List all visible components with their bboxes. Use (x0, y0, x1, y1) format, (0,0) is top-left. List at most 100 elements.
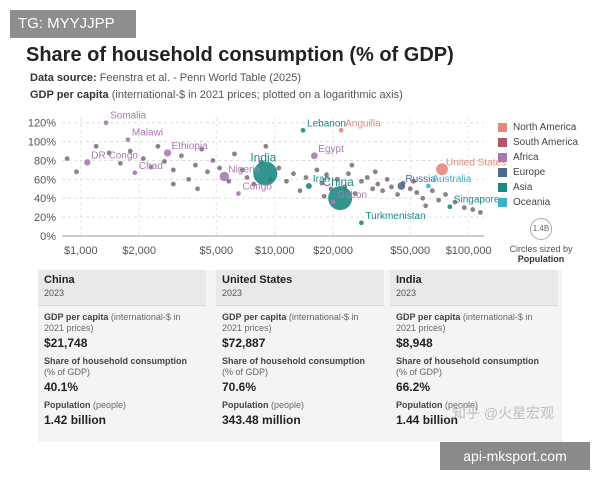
data-point[interactable] (359, 178, 364, 184)
data-point-australia[interactable] (425, 183, 431, 189)
data-point-lebanon[interactable] (300, 127, 306, 133)
country-card-united-states[interactable]: United States 2023 GDP per capita (inter… (216, 270, 384, 442)
data-point[interactable] (244, 175, 250, 180)
size-legend: 1.4B Circles sized by Population (502, 218, 580, 264)
data-point[interactable] (239, 167, 245, 173)
data-point[interactable] (232, 151, 237, 157)
data-point[interactable] (117, 160, 123, 166)
data-point[interactable] (303, 175, 309, 180)
point-label: Gabon (337, 190, 367, 201)
data-point[interactable] (205, 169, 210, 175)
legend-item[interactable]: North America (498, 120, 578, 135)
data-point-united-states[interactable] (436, 163, 448, 176)
metric-value: $8,948 (396, 336, 433, 350)
data-point-iran[interactable] (305, 182, 312, 189)
data-point[interactable] (423, 203, 429, 209)
data-point[interactable] (217, 165, 223, 171)
data-point-dr-congo[interactable] (84, 159, 91, 166)
metric-label: Population (44, 400, 91, 410)
legend-item[interactable]: Asia (498, 180, 578, 195)
data-point[interactable] (284, 178, 289, 184)
data-point[interactable] (74, 169, 79, 175)
data-point[interactable] (364, 175, 370, 180)
data-point-anguilla[interactable] (338, 127, 344, 133)
watermark-bottom: api-mksport.com (440, 442, 590, 470)
data-point[interactable] (321, 193, 327, 199)
data-point-russia[interactable] (397, 182, 406, 190)
data-point[interactable] (429, 188, 435, 194)
legend-item[interactable]: Europe (498, 165, 578, 180)
data-point[interactable] (140, 156, 146, 161)
data-point[interactable] (193, 162, 198, 168)
data-point[interactable] (319, 180, 325, 186)
metric-unit: (% of GDP) (222, 367, 269, 377)
data-point[interactable] (251, 181, 257, 187)
data-point[interactable] (389, 184, 394, 190)
point-label: Australia (432, 174, 471, 185)
data-point-somalia[interactable] (103, 120, 109, 126)
data-point[interactable] (64, 156, 70, 161)
size-legend-label: Circles sized by (509, 244, 573, 254)
data-point[interactable] (210, 158, 216, 163)
data-point-chad[interactable] (132, 170, 138, 176)
data-point[interactable] (349, 162, 355, 168)
data-point[interactable] (106, 150, 112, 156)
data-point[interactable] (199, 146, 205, 152)
data-point[interactable] (93, 143, 99, 149)
data-point[interactable] (334, 176, 340, 182)
data-point[interactable] (170, 167, 176, 173)
data-point[interactable] (380, 188, 386, 194)
country-card-china[interactable]: China 2023 GDP per capita (international… (38, 270, 206, 442)
data-point[interactable] (127, 148, 133, 154)
point-label: Ethiopia (172, 141, 209, 152)
data-point[interactable] (414, 190, 420, 195)
data-point[interactable] (372, 169, 378, 175)
data-point[interactable] (352, 191, 358, 196)
data-point[interactable] (195, 186, 200, 192)
data-point[interactable] (155, 143, 161, 149)
data-point-egypt[interactable] (310, 152, 318, 160)
data-point[interactable] (436, 197, 442, 203)
data-point[interactable] (407, 186, 413, 192)
data-point[interactable] (291, 171, 296, 177)
data-point-gabon[interactable] (330, 199, 336, 205)
data-point[interactable] (470, 207, 476, 212)
data-point-malawi[interactable] (125, 137, 131, 143)
data-point[interactable] (276, 165, 282, 171)
country-card-india[interactable]: India 2023 GDP per capita (international… (390, 270, 558, 442)
data-point[interactable] (178, 153, 184, 159)
data-point-ethiopia[interactable] (163, 149, 172, 157)
data-point[interactable] (162, 159, 167, 164)
data-point-turkmenistan[interactable] (359, 220, 364, 226)
legend: North America South America Africa Europe As… (498, 120, 578, 210)
legend-item[interactable]: Oceania (498, 195, 578, 210)
point-label: Russia (405, 174, 436, 185)
data-point-singapore[interactable] (447, 204, 453, 210)
legend-item[interactable]: Africa (498, 150, 578, 165)
data-point[interactable] (443, 192, 448, 197)
data-point[interactable] (297, 188, 303, 194)
data-point[interactable] (461, 205, 467, 211)
data-point[interactable] (370, 186, 376, 192)
data-point[interactable] (384, 176, 390, 182)
data-point-congo[interactable] (236, 191, 241, 196)
data-point-nigeria[interactable] (219, 171, 230, 182)
legend-item[interactable]: South America (498, 135, 578, 150)
data-point[interactable] (452, 199, 458, 205)
data-point[interactable] (478, 210, 483, 215)
data-point[interactable] (263, 143, 269, 149)
data-point[interactable] (170, 181, 176, 187)
data-point[interactable] (226, 178, 232, 184)
data-point[interactable] (395, 192, 400, 197)
data-point-india[interactable] (253, 161, 278, 186)
data-point[interactable] (186, 176, 192, 182)
data-point[interactable] (420, 195, 426, 201)
data-point[interactable] (324, 172, 329, 178)
data-point[interactable] (411, 178, 416, 184)
data-point[interactable] (346, 171, 351, 177)
scatter-chart[interactable]: 0% 20% 40% 60% 80% 100% 120% $1,000 $2,000 $5,000… (0, 105, 600, 270)
data-point[interactable] (314, 167, 320, 173)
data-point[interactable] (375, 181, 381, 187)
data-point[interactable] (148, 164, 154, 170)
card-country: India (396, 274, 422, 286)
